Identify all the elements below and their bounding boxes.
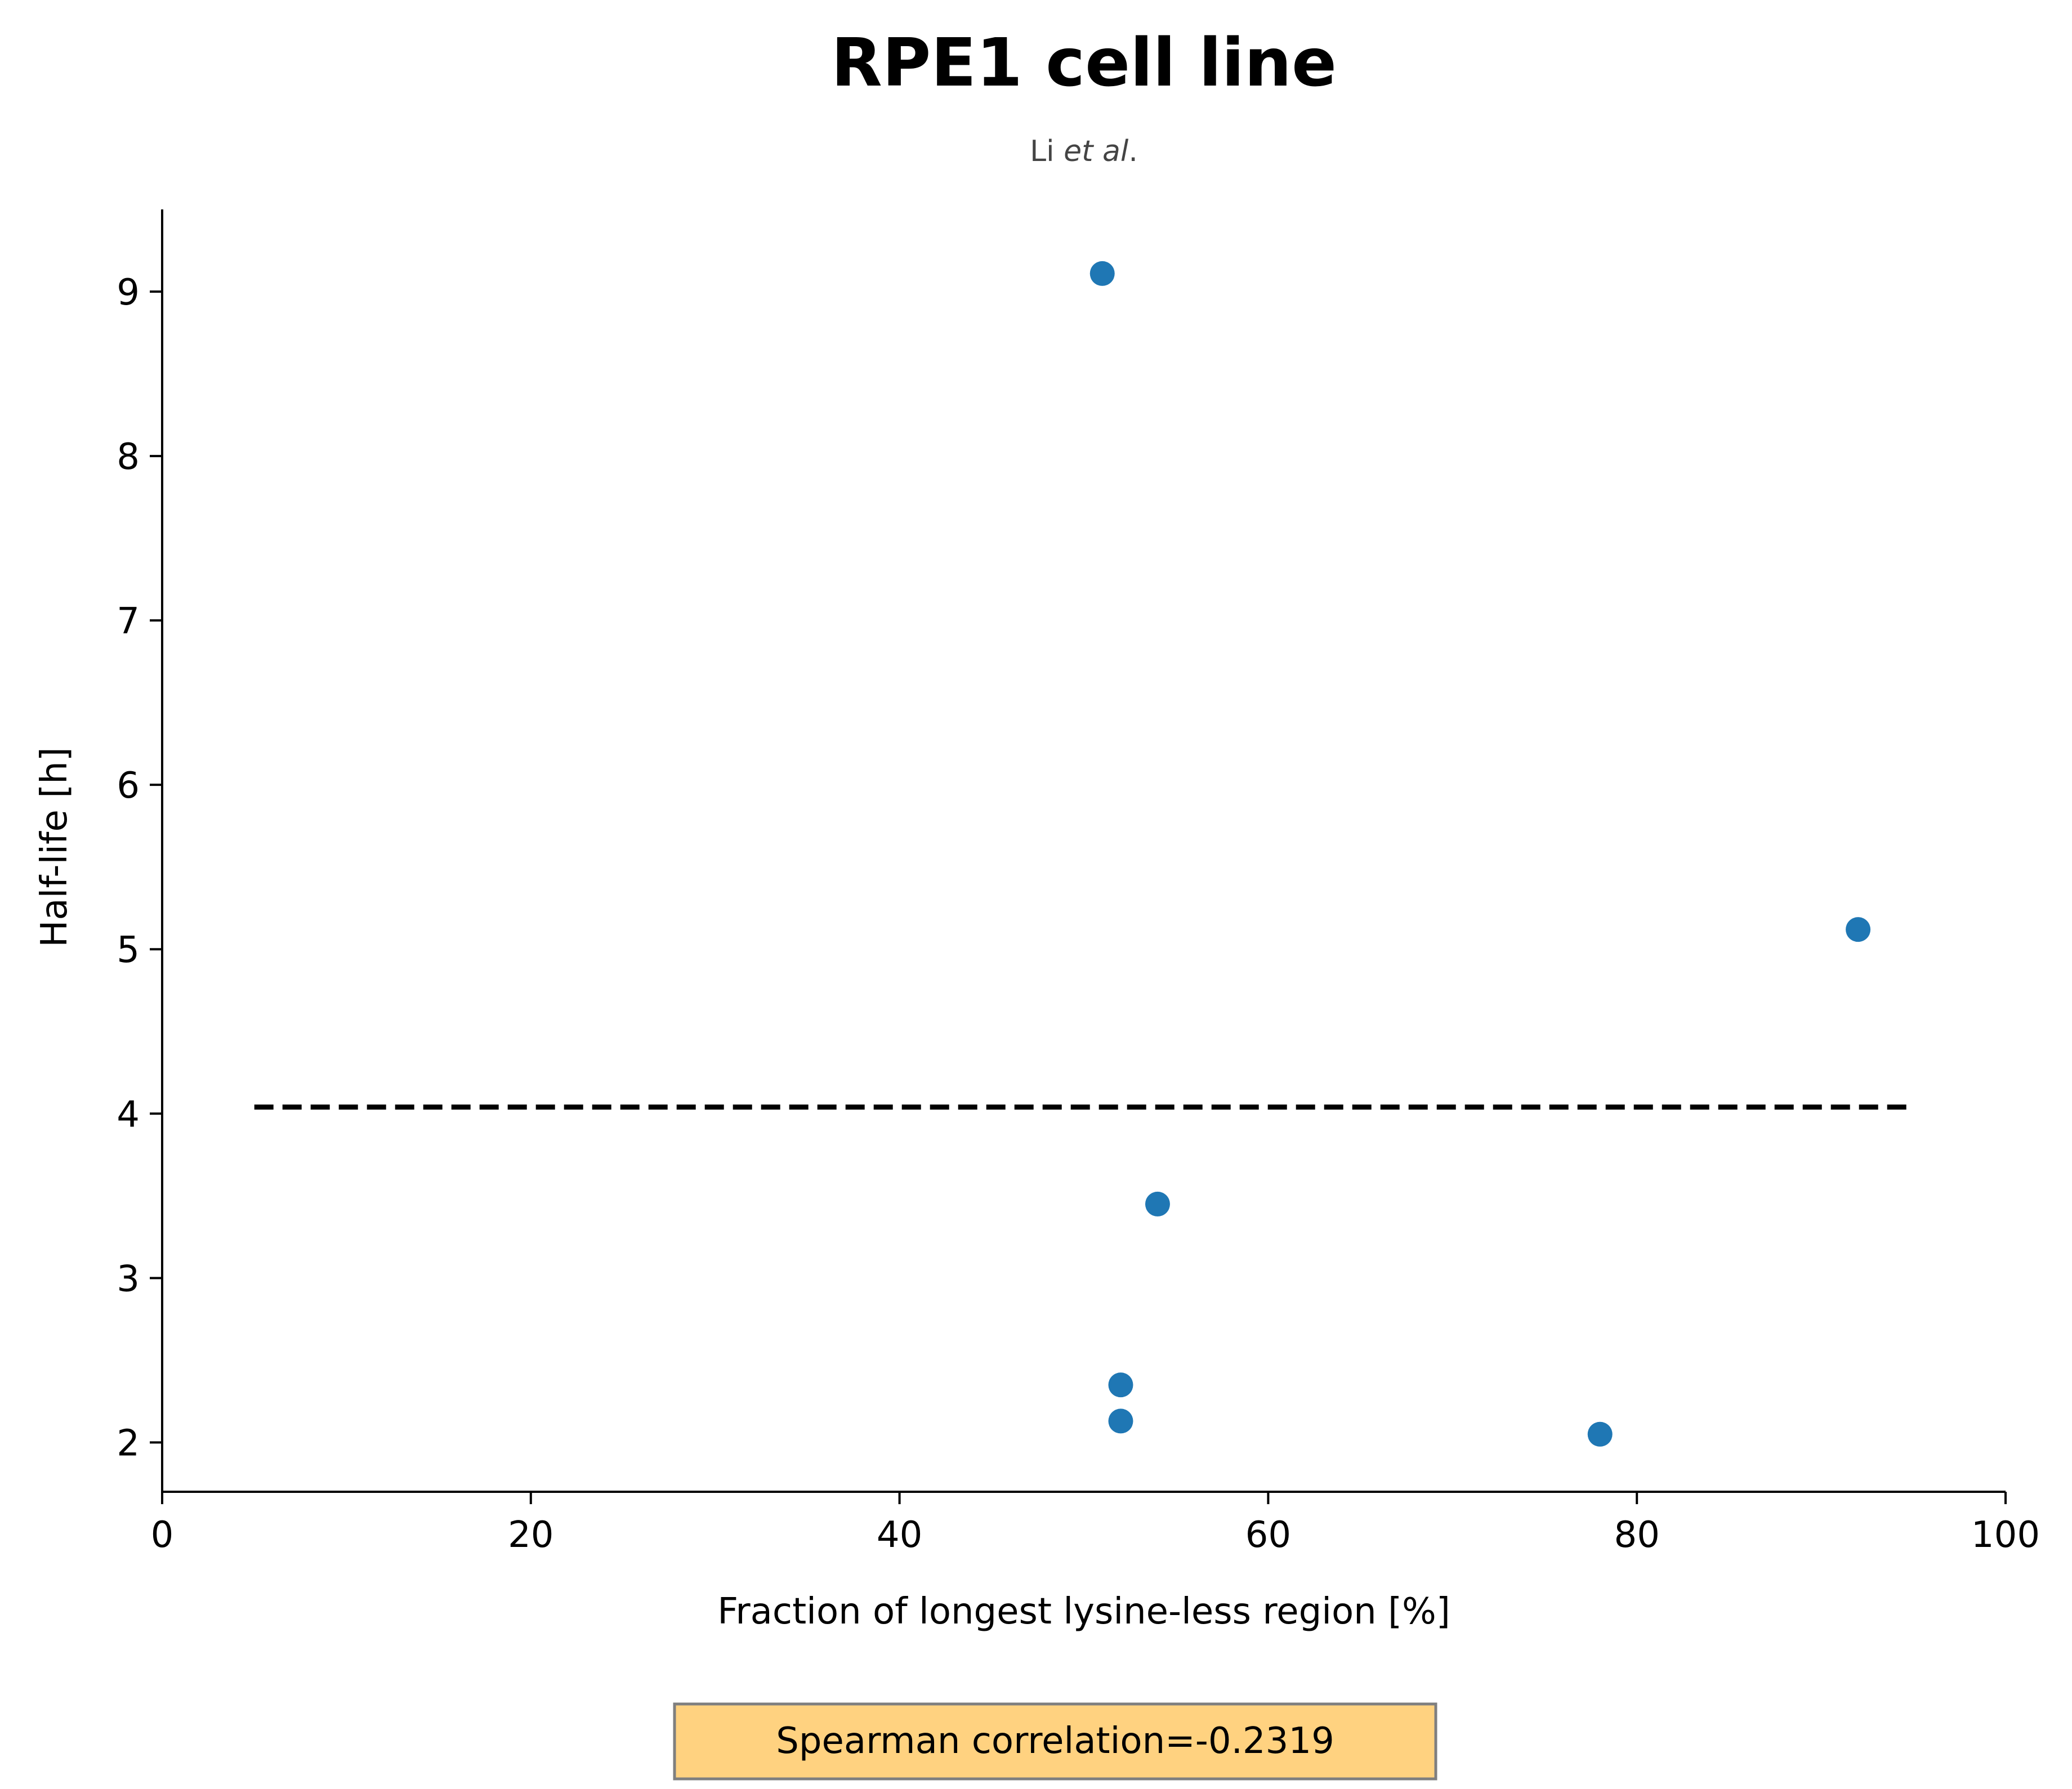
data-point [1587, 1421, 1613, 1447]
x-tick-label: 100 [1971, 1514, 2040, 1556]
x-tick-label: 0 [151, 1514, 174, 1556]
x-tick-label: 20 [508, 1514, 553, 1556]
x-tick-label: 60 [1245, 1514, 1291, 1556]
subtitle-emphasis: et al [1064, 135, 1129, 168]
y-tick-label: 6 [117, 765, 140, 807]
y-tick-label: 5 [117, 929, 140, 971]
data-point [1108, 1408, 1133, 1434]
data-point [1145, 1191, 1170, 1216]
axes: 0 20 40 60 80 100 2 3 4 5 6 7 8 9 [117, 209, 2040, 1556]
annotation-background [673, 1702, 1437, 1781]
y-axis-label: Half-life [h] [34, 747, 75, 947]
annotation-text: Spearman correlation=-0.2319 [776, 1720, 1334, 1762]
annotation-box: Spearman correlation=-0.2319 [673, 1702, 1437, 1781]
data-point [1108, 1372, 1133, 1398]
y-tick-label: 2 [117, 1423, 140, 1464]
x-tick-label: 40 [877, 1514, 922, 1556]
chart-subtitle: Li et al. [1030, 135, 1138, 168]
data-point [1089, 261, 1115, 286]
y-tick-label: 7 [117, 601, 140, 642]
subtitle-author: Li [1030, 135, 1054, 168]
subtitle-suffix: . [1128, 135, 1138, 168]
x-tick-label: 80 [1614, 1514, 1659, 1556]
y-tick-label: 4 [117, 1094, 140, 1135]
x-axis-label: Fraction of longest lysine-less region [… [717, 1591, 1450, 1633]
y-tick-label: 8 [117, 436, 140, 478]
data-points [1089, 261, 1871, 1447]
y-tick-label: 3 [117, 1258, 140, 1300]
data-point [1846, 917, 1871, 942]
chart-title: RPE1 cell line [831, 24, 1337, 101]
y-tick-label: 9 [117, 272, 140, 314]
